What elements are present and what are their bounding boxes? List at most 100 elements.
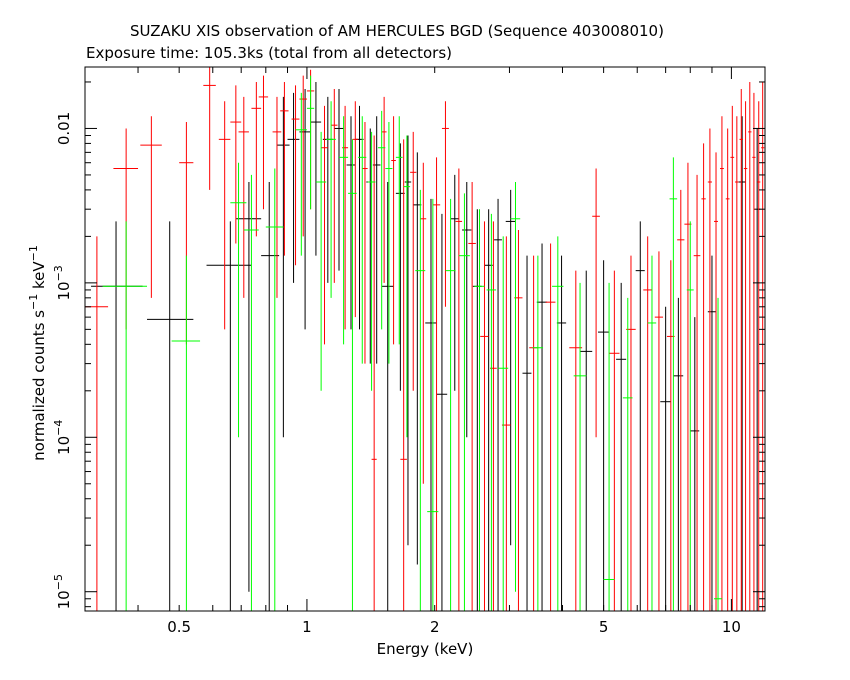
data-point-black-30 xyxy=(580,270,593,611)
data-point-black-25 xyxy=(494,198,502,611)
tick-marks xyxy=(84,67,765,611)
data-point-red-45 xyxy=(693,174,701,611)
data-point-red-4 xyxy=(203,67,216,190)
data-point-black-3 xyxy=(235,182,262,592)
data-point-green-26 xyxy=(552,236,564,611)
data-point-black-21 xyxy=(450,174,459,391)
data-point-green-18 xyxy=(427,198,439,611)
axis-layer: 0.5 1 2 5 10 10−5 10−4 10−3 0.01 xyxy=(52,67,765,636)
data-point-green-15 xyxy=(395,116,403,345)
data-point-red-48 xyxy=(714,152,719,611)
data-point-black-17 xyxy=(404,135,412,546)
data-point-red-13 xyxy=(299,75,307,237)
data-point-red-6 xyxy=(230,85,242,244)
data-point-green-8 xyxy=(326,101,336,298)
data-point-red-38 xyxy=(609,270,620,611)
data-point-red-30 xyxy=(480,221,489,611)
data-layer xyxy=(85,67,765,611)
data-point-red-20 xyxy=(371,135,377,611)
data-point-red-57 xyxy=(757,101,761,611)
y-tick-label: 0.01 xyxy=(55,112,73,145)
data-point-red-25 xyxy=(420,162,427,484)
data-point-green-5 xyxy=(295,92,307,256)
data-point-green-1 xyxy=(171,255,201,611)
y-tick-label: 10−4 xyxy=(52,420,73,455)
data-point-red-35 xyxy=(545,243,556,611)
data-point-red-40 xyxy=(643,236,652,611)
data-point-red-58 xyxy=(761,81,765,611)
data-point-red-8 xyxy=(251,81,262,237)
data-point-red-50 xyxy=(725,128,730,611)
data-point-red-49 xyxy=(719,116,724,611)
data-point-black-31 xyxy=(598,260,610,611)
data-point-green-14 xyxy=(385,122,393,364)
data-point-green-27 xyxy=(573,282,587,611)
data-point-red-54 xyxy=(743,101,748,611)
data-point-black-34 xyxy=(660,306,671,611)
data-point-red-15 xyxy=(321,105,328,345)
data-point-green-20 xyxy=(458,193,470,611)
data-point-black-22 xyxy=(462,182,472,438)
data-point-red-51 xyxy=(730,105,735,611)
x-tick-label: 10 xyxy=(722,618,741,636)
data-point-red-34 xyxy=(529,255,538,611)
data-point-black-27 xyxy=(522,255,532,611)
data-point-black-35 xyxy=(673,297,684,611)
data-point-green-3 xyxy=(243,174,259,611)
data-point-red-18 xyxy=(352,101,359,318)
data-point-green-4 xyxy=(265,168,284,611)
data-point-green-19 xyxy=(445,198,456,611)
data-point-green-28 xyxy=(603,282,615,611)
y-axis-label: normalized counts s−1 keV−1 xyxy=(27,245,48,461)
data-point-red-21 xyxy=(381,96,387,283)
data-point-red-11 xyxy=(280,81,289,256)
data-point-black-1 xyxy=(147,221,194,611)
data-point-green-17 xyxy=(415,189,426,611)
data-point-red-9 xyxy=(258,75,269,210)
data-point-black-0 xyxy=(91,221,143,611)
plot-frame xyxy=(84,66,766,612)
data-point-green-32 xyxy=(686,221,694,611)
data-point-black-11 xyxy=(346,116,356,330)
data-point-green-9 xyxy=(339,116,349,345)
data-point-red-47 xyxy=(707,128,712,611)
data-point-red-26 xyxy=(432,157,441,611)
data-point-green-2 xyxy=(230,162,247,438)
data-point-black-10 xyxy=(334,89,344,271)
x-axis-label: Energy (keV) xyxy=(377,640,474,658)
data-point-green-0 xyxy=(102,221,148,611)
series-green xyxy=(102,75,722,611)
data-point-green-30 xyxy=(647,255,657,611)
data-point-red-22 xyxy=(391,116,396,345)
data-point-green-13 xyxy=(377,110,386,330)
data-point-green-22 xyxy=(486,213,497,611)
series-red xyxy=(85,67,765,611)
data-point-red-16 xyxy=(331,89,338,283)
chart-title: SUZAKU XIS observation of AM HERCULES BG… xyxy=(130,22,664,40)
data-point-red-5 xyxy=(218,101,231,330)
data-point-black-23 xyxy=(472,209,482,611)
data-point-black-38 xyxy=(738,116,746,611)
y-tick-label: 10−5 xyxy=(52,574,73,609)
data-point-red-52 xyxy=(735,116,739,611)
data-point-black-13 xyxy=(366,128,375,364)
data-point-green-24 xyxy=(510,182,521,592)
data-point-red-23 xyxy=(400,139,407,611)
data-point-green-23 xyxy=(498,236,509,611)
x-tick-label: 0.5 xyxy=(167,618,191,636)
data-point-black-6 xyxy=(287,92,300,283)
data-point-black-33 xyxy=(635,221,645,611)
data-point-red-0 xyxy=(85,236,109,611)
data-point-green-29 xyxy=(622,297,633,611)
data-point-red-29 xyxy=(468,182,476,611)
data-point-red-27 xyxy=(441,101,449,307)
data-point-black-36 xyxy=(690,317,700,611)
x-tick-label: 5 xyxy=(599,618,609,636)
data-point-black-15 xyxy=(381,182,394,611)
data-point-green-7 xyxy=(315,131,327,391)
data-point-green-21 xyxy=(474,209,485,611)
data-point-red-17 xyxy=(342,105,349,330)
data-point-red-19 xyxy=(362,122,368,364)
data-point-red-46 xyxy=(701,143,706,611)
